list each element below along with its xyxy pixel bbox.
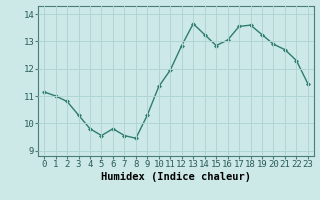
X-axis label: Humidex (Indice chaleur): Humidex (Indice chaleur) <box>101 172 251 182</box>
